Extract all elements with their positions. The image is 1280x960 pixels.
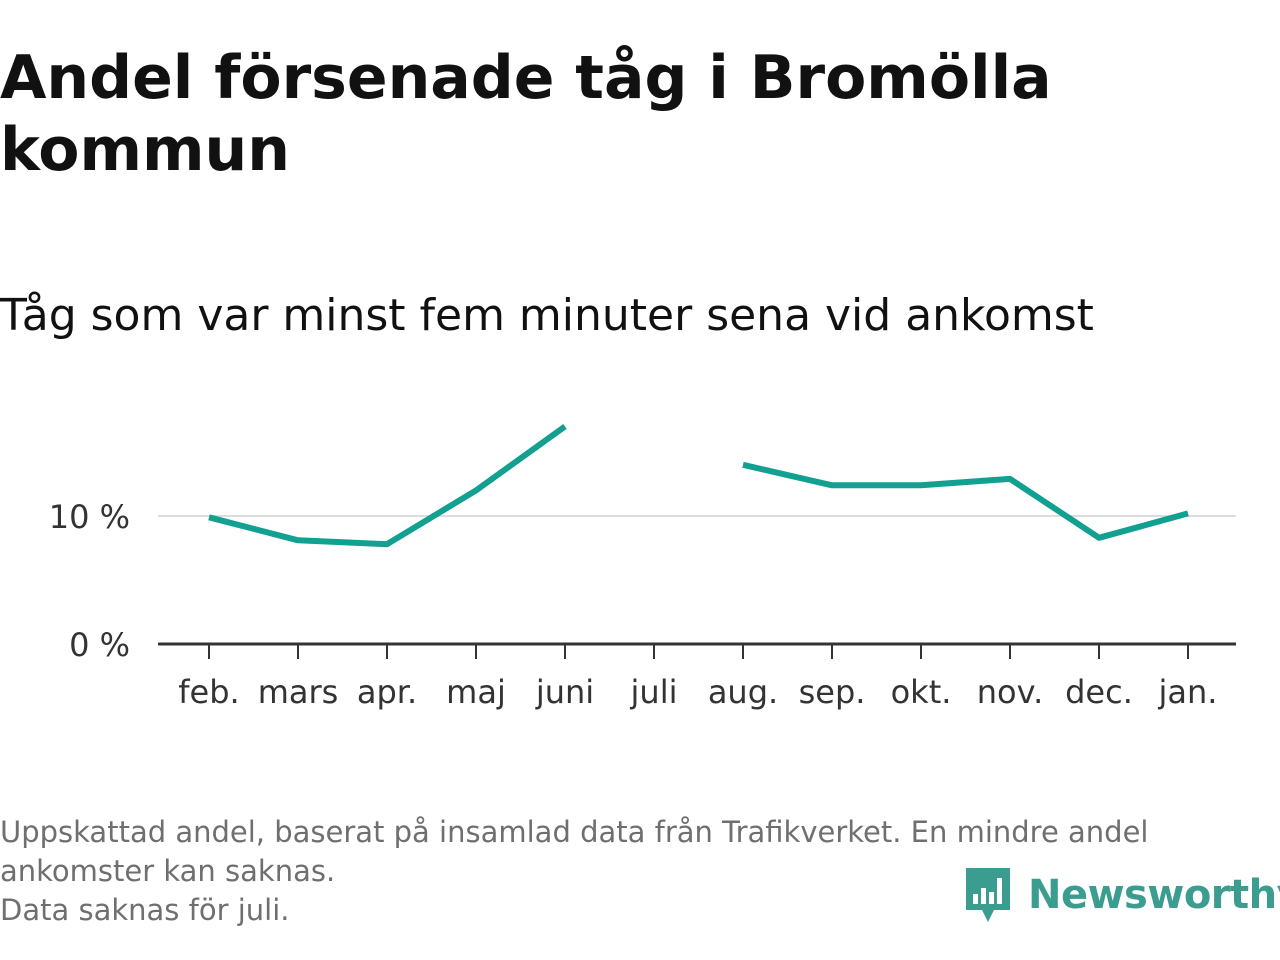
series-line — [208, 423, 567, 548]
axis-labels: 0 % 10 % feb. mars apr. maj juni juli aug. sep. ok… — [49, 498, 1218, 711]
footnote-line: Uppskattad andel, baserat på insamlad da… — [0, 815, 1149, 849]
x-tick-label: mars — [258, 673, 339, 711]
y-tick-label: 0 % — [69, 626, 130, 664]
x-tick-label: juni — [535, 673, 594, 711]
x-tick-label: feb. — [178, 673, 239, 711]
x-tick-label: nov. — [977, 673, 1043, 711]
chart-title: Andel försenade tåg i Bromölla kommun — [0, 43, 1052, 185]
x-tick-label: maj — [446, 673, 506, 711]
newsworthy-logo[interactable]: Newsworthy — [962, 862, 1280, 928]
x-tick-label: sep. — [799, 673, 866, 711]
x-axis — [158, 642, 1236, 659]
x-tick-label: aug. — [708, 673, 778, 711]
series-line — [742, 461, 1189, 541]
logo-text: Newsworthy — [1028, 872, 1280, 918]
x-tick-label: okt. — [891, 673, 952, 711]
x-tick-label: dec. — [1065, 673, 1133, 711]
footnote-line: ankomster kan saknas. — [0, 854, 336, 888]
footnote: Uppskattad andel, baserat på insamlad da… — [0, 813, 1270, 930]
y-tick-label: 10 % — [49, 498, 130, 536]
bar-chart-speech-bubble-icon — [966, 868, 1010, 922]
series-lines — [208, 423, 1189, 548]
footnote-line: Data saknas för juli. — [0, 893, 290, 927]
line-chart: 0 % 10 % feb. mars apr. maj juni juli aug. sep. ok… — [49, 423, 1236, 711]
x-tick-label: apr. — [357, 673, 417, 711]
x-tick-label: juli — [630, 673, 678, 711]
x-tick-label: jan. — [1158, 673, 1218, 711]
chart-subtitle: Tåg som var minst fem minuter sena vid a… — [0, 290, 1094, 341]
